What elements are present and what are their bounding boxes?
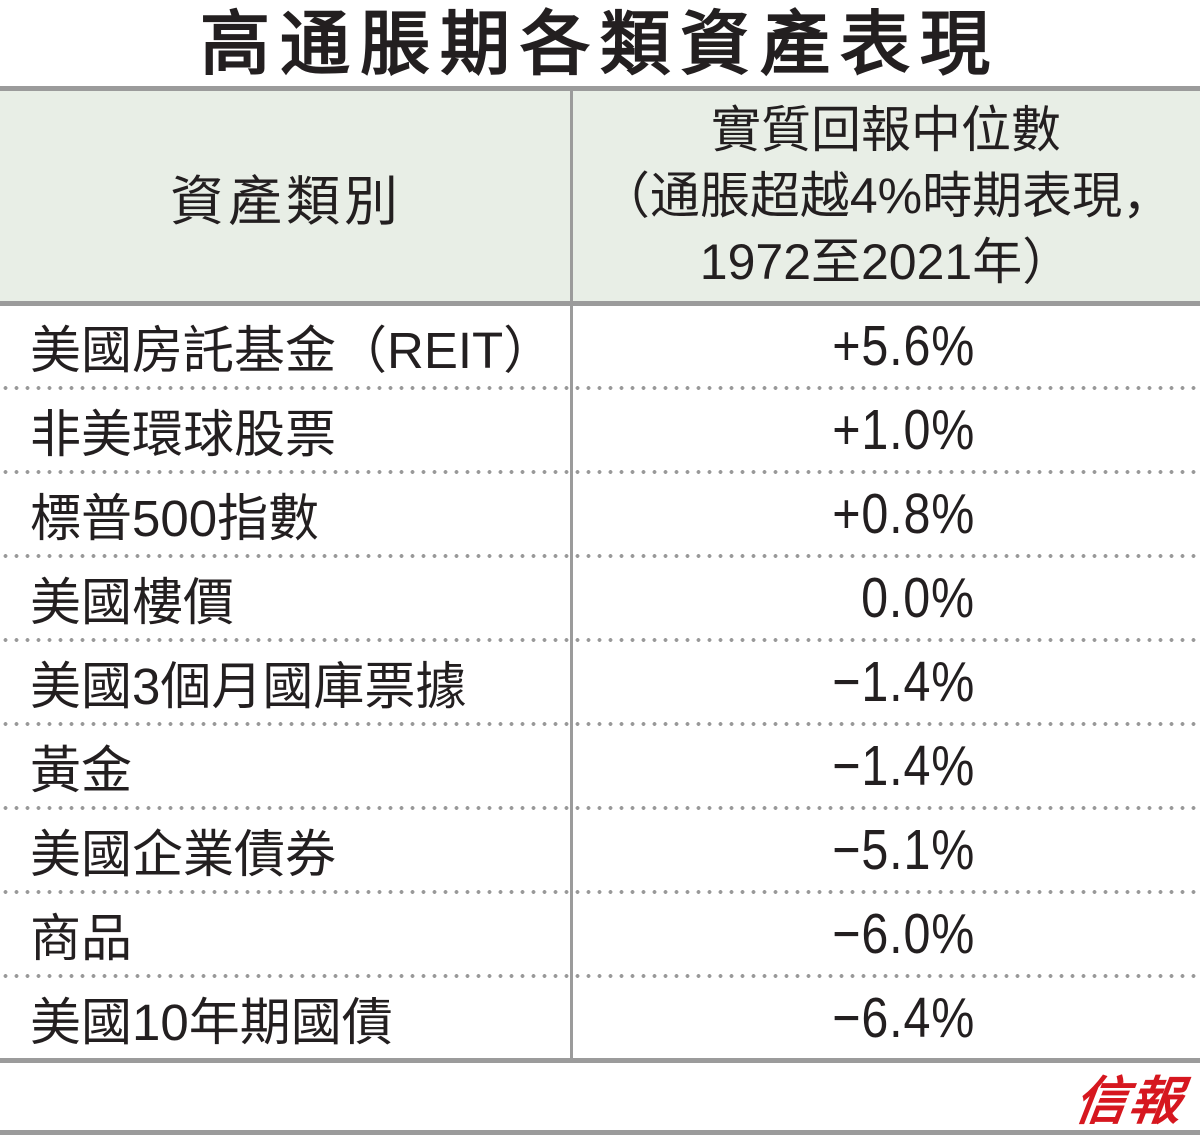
asset-cell: 美國房託基金（REIT） bbox=[30, 322, 555, 379]
value-cell: −5.1% bbox=[832, 818, 975, 882]
row-separator bbox=[0, 806, 1200, 810]
table-row: 標普500指數 +0.8% bbox=[0, 474, 1200, 554]
table-row: 非美環球股票 +1.0% bbox=[0, 390, 1200, 470]
table-row: 美國10年期國債 −6.4% bbox=[0, 978, 1200, 1058]
value-cell: 0.0% bbox=[861, 566, 975, 630]
asset-cell: 美國10年期國債 bbox=[30, 994, 393, 1051]
asset-performance-table: 資產類別 實質回報中位數 （通脹超越4%時期表現， 1972至2021年） 美國… bbox=[0, 91, 1200, 1058]
asset-cell: 標普500指數 bbox=[30, 490, 320, 547]
header-return-line2: （通脹超越4%時期表現， bbox=[599, 168, 1173, 224]
asset-cell: 美國3個月國庫票據 bbox=[30, 658, 467, 715]
row-separator bbox=[0, 554, 1200, 558]
header-body-rule bbox=[0, 301, 1200, 306]
value-cell: +0.8% bbox=[832, 482, 975, 546]
asset-cell: 美國企業債券 bbox=[30, 826, 337, 883]
footer: 信報 bbox=[0, 1063, 1200, 1131]
row-separator bbox=[0, 890, 1200, 894]
table-row: 商品 −6.0% bbox=[0, 894, 1200, 974]
table-row: 黃金 −1.4% bbox=[0, 726, 1200, 806]
row-separator bbox=[0, 638, 1200, 642]
page-title: 高通脹期各類資產表現 bbox=[200, 5, 1000, 83]
page-bottom-rule bbox=[0, 1130, 1200, 1135]
hkej-logo: 信報 bbox=[1071, 1073, 1188, 1131]
table-row: 美國3個月國庫票據 −1.4% bbox=[0, 642, 1200, 722]
top-rule bbox=[0, 86, 1200, 91]
header-return-line1: 實質回報中位數 bbox=[711, 102, 1061, 158]
header-return-line3: 1972至2021年） bbox=[699, 234, 1073, 290]
value-cell: −6.0% bbox=[832, 902, 975, 966]
asset-cell: 黃金 bbox=[30, 742, 133, 799]
table-row: 美國樓價 0.0% bbox=[0, 558, 1200, 638]
table-header-row: 資產類別 實質回報中位數 （通脹超越4%時期表現， 1972至2021年） bbox=[0, 91, 1200, 301]
row-separator bbox=[0, 470, 1200, 474]
asset-cell: 美國樓價 bbox=[30, 574, 235, 631]
header-median-real-return: 實質回報中位數 （通脹超越4%時期表現， 1972至2021年） bbox=[572, 91, 1200, 301]
bottom-rule bbox=[0, 1058, 1200, 1063]
table-row: 美國企業債券 −5.1% bbox=[0, 810, 1200, 890]
value-cell: −1.4% bbox=[832, 650, 975, 714]
value-cell: −6.4% bbox=[832, 986, 975, 1050]
row-separator bbox=[0, 386, 1200, 390]
asset-cell: 非美環球股票 bbox=[30, 406, 337, 463]
row-separator bbox=[0, 722, 1200, 726]
table-row: 美國房託基金（REIT） +5.6% bbox=[0, 306, 1200, 386]
value-cell: −1.4% bbox=[832, 734, 975, 798]
row-separator bbox=[0, 974, 1200, 978]
header-asset-class: 資產類別 bbox=[170, 171, 402, 232]
value-cell: +1.0% bbox=[832, 398, 975, 462]
table-body: 美國房託基金（REIT） +5.6% 非美環球股票 +1.0% 標普500指數 … bbox=[0, 306, 1200, 1058]
value-cell: +5.6% bbox=[832, 314, 975, 378]
asset-cell: 商品 bbox=[30, 910, 133, 967]
